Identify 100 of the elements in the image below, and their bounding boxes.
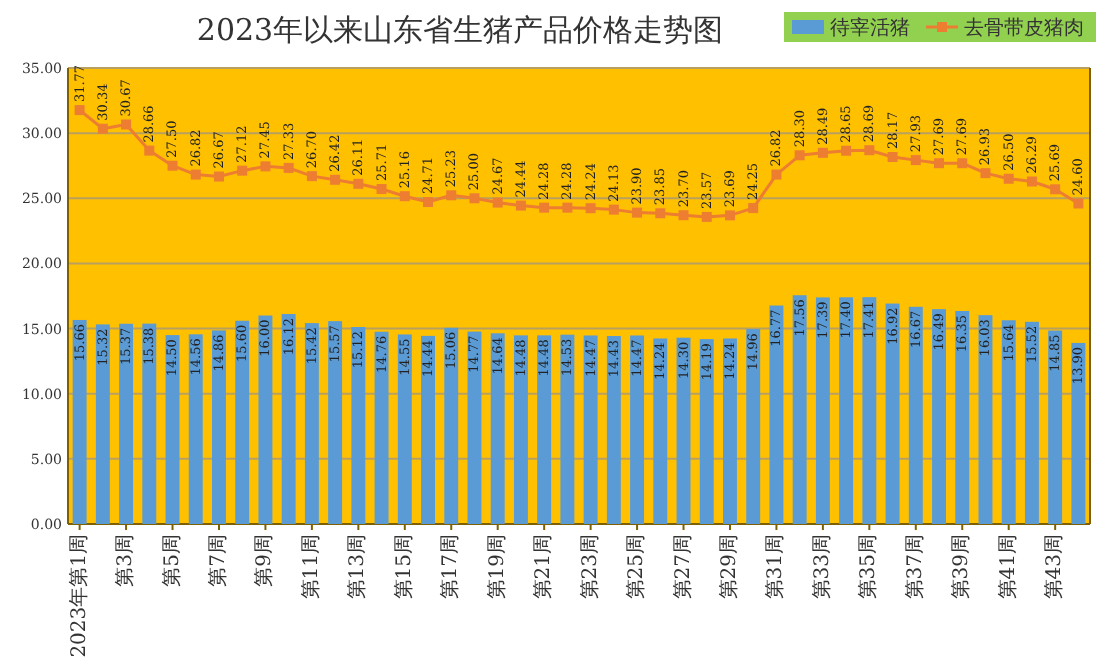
point [701,211,712,222]
bar [212,330,226,524]
x-tick-label: 2023年第1周 [66,534,91,658]
point [97,123,108,134]
point [864,145,875,156]
bar [235,320,250,524]
bar [908,306,923,524]
bar [815,297,830,524]
point [910,155,921,166]
bar [769,305,784,524]
bar [746,329,761,524]
x-tick-label: 第15周 [391,534,416,600]
x-tick-label: 第27周 [670,534,695,600]
x-tick-label: 第31周 [763,534,788,600]
point [748,203,759,214]
bar [397,334,412,524]
legend-label: 去骨带皮猪肉 [964,16,1084,40]
point [957,158,968,169]
x-tick-label: 第11周 [298,534,323,600]
x-tick-label: 第35周 [856,534,881,600]
x-tick-label: 第19周 [484,534,509,600]
bar [606,336,621,524]
bar [95,324,110,524]
point [330,174,341,185]
x-tick-label: 第23周 [577,534,602,600]
x-tick-label: 第13周 [345,534,370,600]
x-tick-label: 第43周 [1042,534,1067,600]
bar [374,331,389,524]
x-tick-label: 第29周 [716,534,741,600]
point [306,171,317,182]
point [632,207,643,218]
bar [583,335,598,524]
point [469,193,480,204]
bar [258,315,273,524]
point [399,191,410,202]
point [678,210,689,221]
point [817,147,828,158]
point [353,178,364,189]
x-tick-label: 第7周 [205,534,230,587]
x-tick-label: 第25周 [624,534,649,600]
point [980,168,991,179]
point [887,151,898,162]
bar [932,309,946,524]
bar [304,323,319,524]
bar [699,339,714,524]
point [562,202,573,213]
point [724,210,735,221]
point [237,165,248,176]
bar [839,297,854,524]
bar [72,319,87,524]
bar [351,327,366,524]
x-tick-label: 第3周 [113,534,138,587]
x-tick-label: 第33周 [809,534,834,600]
chart-title: 2023年以来山东省生猪产品价格走势图 [196,12,724,48]
point [283,162,294,173]
x-tick-label: 第5周 [159,534,184,587]
point [446,190,457,201]
bar [653,338,668,524]
bar [1071,342,1086,524]
legend-label: 待宰活猪 [830,16,910,40]
bar [955,310,970,524]
point [260,161,271,172]
bar [1024,321,1039,524]
bar [862,297,877,524]
bar [513,335,528,524]
point [539,202,550,213]
point [585,203,596,214]
point [794,150,805,161]
point [771,169,782,180]
x-tick-label: 第21周 [531,534,556,600]
point [423,197,434,208]
bar [630,335,645,524]
point [121,119,132,130]
point [934,158,945,169]
bar [560,334,575,524]
bar [723,338,737,524]
point [608,204,619,215]
bar [119,323,134,524]
point [655,208,666,219]
x-tick-label: 第9周 [252,534,277,587]
bar [281,313,296,524]
point [167,160,178,171]
point [1050,184,1061,195]
bar [537,335,552,524]
bar [421,335,435,524]
point [515,200,526,211]
bar [885,303,900,524]
point [74,105,85,116]
bar [328,321,343,524]
point [1026,176,1037,187]
point [841,145,852,156]
bar [1001,320,1016,524]
point [376,184,387,195]
x-tick-label: 第39周 [949,534,974,600]
point [1003,173,1014,184]
point [492,197,503,208]
bar [792,295,807,524]
point [190,169,201,180]
point [144,145,155,156]
point [213,171,224,182]
